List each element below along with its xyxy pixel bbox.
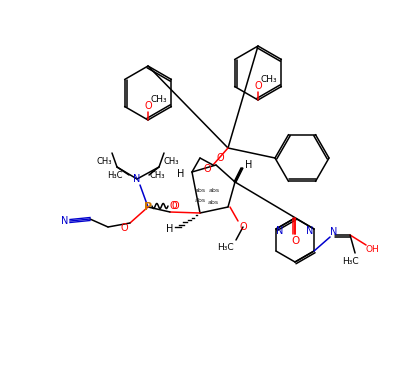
Text: H: H xyxy=(166,224,174,234)
Text: O: O xyxy=(291,236,299,246)
Text: CH₃: CH₃ xyxy=(163,156,179,166)
Text: CH₃: CH₃ xyxy=(149,170,165,180)
Text: O: O xyxy=(254,81,262,91)
Text: CH₃: CH₃ xyxy=(261,76,278,85)
Text: N: N xyxy=(133,174,141,184)
Text: abs: abs xyxy=(195,187,206,192)
Polygon shape xyxy=(234,168,243,182)
Text: abs: abs xyxy=(208,199,219,204)
Text: abs: abs xyxy=(208,187,220,192)
Text: O: O xyxy=(216,153,224,163)
Text: CH₃: CH₃ xyxy=(96,156,112,166)
Text: H₃C: H₃C xyxy=(342,258,358,267)
Text: O: O xyxy=(203,164,211,174)
Text: H₃C: H₃C xyxy=(107,170,123,180)
Text: O: O xyxy=(239,222,247,232)
Text: N: N xyxy=(61,216,69,226)
Text: CH₃: CH₃ xyxy=(151,95,167,104)
Text: O: O xyxy=(120,223,128,233)
Text: O: O xyxy=(171,201,179,211)
Text: abs: abs xyxy=(195,197,206,203)
Text: P: P xyxy=(144,202,152,212)
Text: H: H xyxy=(245,160,252,170)
Text: N: N xyxy=(330,227,338,237)
Text: H: H xyxy=(177,169,185,179)
Text: N: N xyxy=(306,226,314,236)
Text: H₃C: H₃C xyxy=(217,242,233,251)
Text: O: O xyxy=(144,101,152,111)
Text: O: O xyxy=(169,201,177,211)
Text: OH: OH xyxy=(365,246,379,255)
Text: N: N xyxy=(276,226,283,236)
